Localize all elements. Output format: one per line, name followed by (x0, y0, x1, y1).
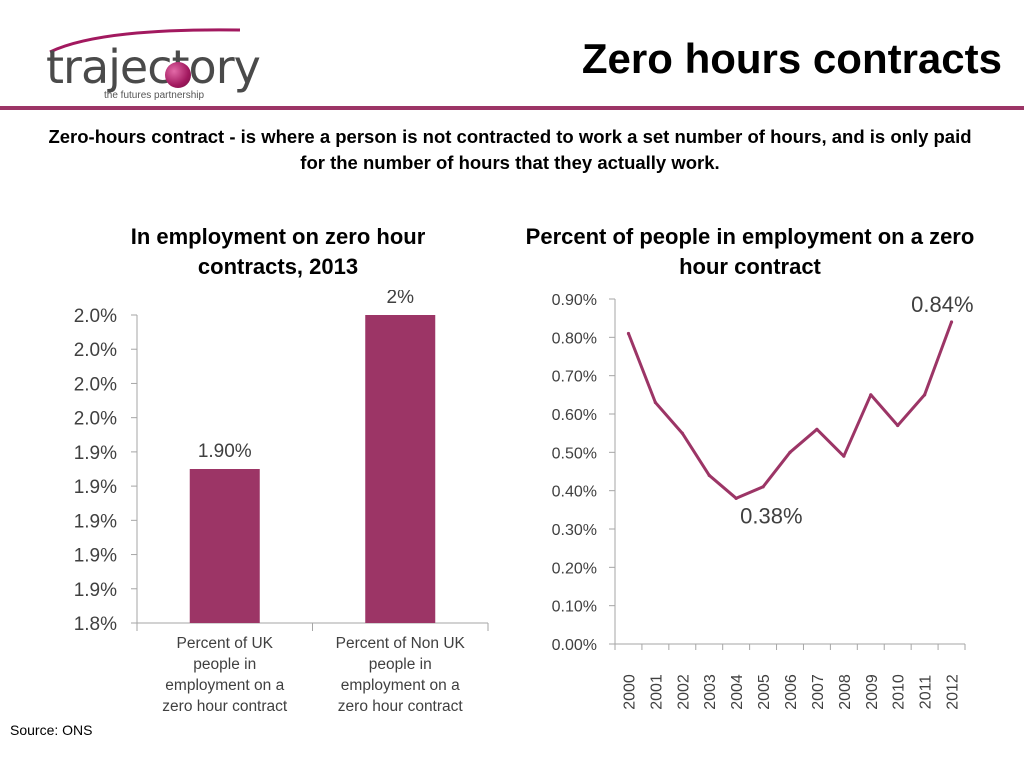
y-tick-label: 2.0% (74, 340, 117, 361)
data-point (923, 393, 927, 397)
x-tick-label: 2008 (837, 674, 854, 710)
data-point (734, 496, 738, 500)
x-category-label: Percent of Non UK people in employment on … (336, 635, 466, 715)
intro-text: Zero-hours contract - is where a person … (48, 126, 972, 173)
x-tick-label: 2009 (864, 674, 881, 710)
x-tick-label: 2001 (648, 674, 665, 710)
y-tick-label: 0.40% (552, 484, 597, 501)
line-chart-title: Percent of people in employment on a zer… (525, 224, 975, 279)
x-tick-label: 2002 (675, 674, 692, 710)
y-tick-label: 0.80% (552, 330, 597, 347)
x-tick-label: 2011 (918, 675, 935, 710)
y-tick-label: 1.9% (74, 546, 117, 567)
bar-data-label: 1.90% (198, 441, 252, 462)
logo-swoosh (49, 28, 241, 54)
x-tick-label: 2006 (783, 674, 800, 710)
y-tick-label: 1.8% (74, 614, 117, 635)
data-point (707, 473, 711, 477)
y-tick-label: 2.0% (74, 306, 117, 327)
y-tick-label: 2.0% (74, 374, 117, 395)
x-tick-label: 2004 (729, 674, 746, 710)
data-point (680, 431, 684, 435)
annotation-label: 0.38% (740, 503, 802, 528)
source-note: Source: ONS (10, 722, 93, 738)
logo: trajectory the futures partnership (40, 26, 270, 101)
y-tick-label: 0.90% (552, 292, 597, 309)
y-tick-label: 2.0% (74, 409, 117, 430)
data-point (869, 393, 873, 397)
data-point (815, 427, 819, 431)
y-tick-label: 0.60% (552, 407, 597, 424)
y-tick-label: 0.10% (552, 599, 597, 616)
header-divider (0, 106, 1024, 110)
bar-chart-title: In employment on zero hour contracts, 20… (130, 224, 426, 279)
y-tick-label: 1.9% (74, 477, 117, 498)
y-tick-label: 0.00% (552, 637, 597, 654)
x-tick-label: 2005 (756, 674, 773, 710)
data-point (788, 450, 792, 454)
data-point (626, 331, 631, 336)
data-point (949, 320, 954, 324)
logo-wordmark: trajectory (46, 40, 261, 94)
x-tick-label: 2000 (621, 674, 638, 710)
bar-chart: 1.8% 1.9% 1.9% 1.9% 1.9% 1.9% 2.0% 2.0% 2.0% 2.0%… (74, 290, 489, 715)
bar (189, 469, 260, 623)
data-point (842, 454, 846, 458)
y-tick-label: 1.9% (74, 511, 117, 532)
y-tick-label: 0.20% (552, 560, 597, 577)
annotation-label: 0.84% (911, 292, 973, 317)
line-chart: 0.00% 0.10% 0.20% 0.30% 0.40% 0.50% 0.60% 0.70%… (552, 292, 974, 710)
x-tick-label: 2010 (891, 674, 908, 710)
data-point (761, 485, 765, 489)
logo-tagline: the futures partnership (104, 90, 205, 101)
page-title: Zero hours contracts (581, 35, 1002, 82)
x-tick-label: 2012 (945, 674, 962, 710)
logo-dot (165, 62, 191, 88)
y-tick-label: 1.9% (74, 580, 117, 601)
y-tick-label: 0.50% (552, 445, 597, 462)
series-line (627, 321, 953, 500)
y-tick-label: 1.9% (74, 443, 117, 464)
bar-data-label: 2% (387, 290, 415, 308)
bar (365, 315, 436, 623)
y-tick-label: 0.30% (552, 522, 597, 539)
x-category-label: Percent of UK people in employment on a zer… (162, 635, 288, 715)
data-point (896, 423, 900, 428)
data-point (653, 400, 657, 405)
x-tick-label: 2007 (810, 674, 827, 710)
x-tick-label: 2003 (702, 674, 719, 710)
y-tick-label: 0.70% (552, 369, 597, 386)
